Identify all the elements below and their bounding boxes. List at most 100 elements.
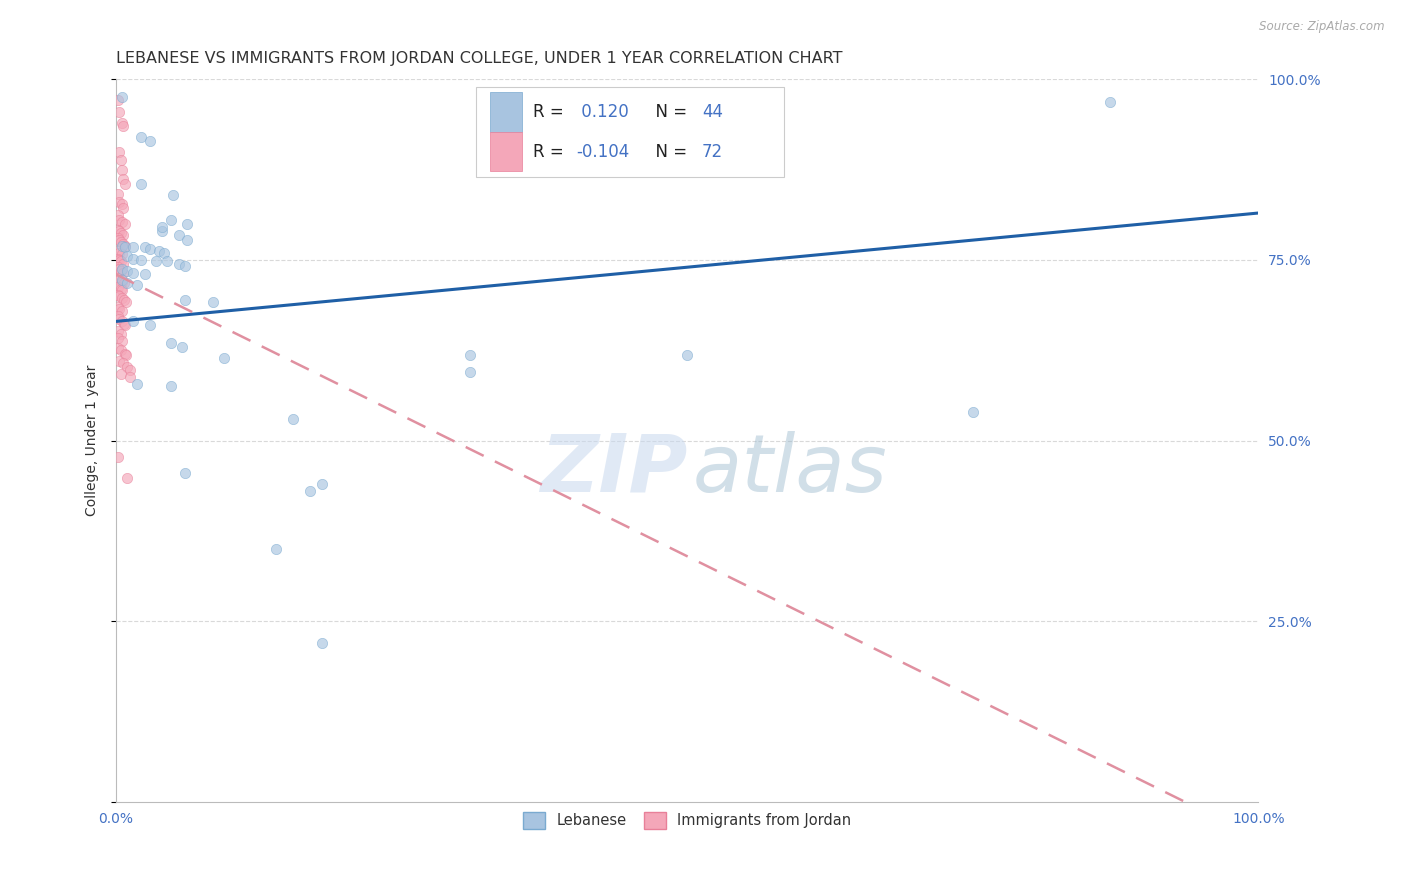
Text: 44: 44: [702, 103, 723, 120]
Text: R =: R =: [533, 143, 569, 161]
Point: [107, 186, 129, 201]
Point: [108, 354, 131, 368]
Point: [214, 351, 236, 365]
Point: [134, 268, 156, 282]
Point: [112, 317, 135, 331]
Point: [129, 130, 152, 145]
Point: [107, 208, 129, 222]
Point: [1098, 95, 1121, 110]
Point: [112, 293, 135, 307]
Point: [111, 355, 134, 369]
Text: R =: R =: [533, 103, 569, 120]
Point: [107, 244, 129, 259]
Point: [107, 450, 129, 464]
Text: LEBANESE VS IMMIGRANTS FROM JORDAN COLLEGE, UNDER 1 YEAR CORRELATION CHART: LEBANESE VS IMMIGRANTS FROM JORDAN COLLE…: [115, 51, 842, 66]
Point: [107, 222, 129, 236]
Point: [173, 293, 195, 307]
Point: [111, 291, 134, 305]
Point: [111, 162, 134, 177]
Point: [107, 280, 129, 294]
Point: [111, 90, 134, 104]
Point: [114, 177, 136, 191]
Point: [159, 336, 181, 351]
Point: [156, 254, 179, 268]
Point: [159, 213, 181, 227]
Point: [110, 254, 132, 268]
Point: [299, 484, 322, 499]
Point: [117, 249, 139, 263]
Point: [118, 363, 141, 377]
Point: [108, 312, 131, 326]
Bar: [489, 92, 522, 132]
Text: 72: 72: [702, 143, 723, 161]
Legend: Lebanese, Immigrants from Jordan: Lebanese, Immigrants from Jordan: [517, 805, 858, 834]
Point: [111, 266, 134, 280]
Point: [111, 261, 134, 276]
Point: [122, 314, 145, 328]
Point: [148, 244, 170, 259]
Point: [107, 252, 129, 266]
Point: [129, 177, 152, 191]
Point: [110, 282, 132, 296]
Point: [108, 261, 131, 276]
Point: [108, 213, 131, 227]
Point: [311, 636, 333, 650]
Point: [108, 245, 131, 260]
Point: [108, 195, 131, 210]
Point: [115, 348, 138, 362]
Point: [117, 264, 139, 278]
Point: [108, 252, 131, 267]
Point: [107, 331, 129, 345]
Point: [107, 287, 129, 301]
Point: [139, 242, 162, 256]
Point: [108, 302, 131, 317]
Point: [176, 217, 198, 231]
Point: [108, 273, 131, 287]
Point: [107, 260, 129, 275]
Bar: [489, 132, 522, 171]
Point: [122, 266, 145, 280]
Point: [111, 120, 134, 134]
Point: [107, 271, 129, 285]
Point: [150, 224, 173, 238]
Point: [110, 264, 132, 278]
Point: [108, 289, 131, 303]
Point: [676, 348, 699, 362]
Point: [115, 294, 138, 309]
Point: [110, 367, 132, 381]
Point: [145, 254, 167, 268]
Point: [111, 275, 134, 289]
Point: [117, 359, 139, 374]
Point: [108, 104, 131, 119]
Point: [111, 273, 134, 287]
Text: atlas: atlas: [693, 431, 887, 508]
Point: [125, 377, 148, 392]
Point: [108, 224, 131, 238]
Point: [108, 145, 131, 159]
Text: N =: N =: [645, 103, 692, 120]
Text: N =: N =: [645, 143, 692, 161]
Point: [172, 340, 194, 354]
Point: [110, 235, 132, 249]
Point: [110, 226, 132, 240]
FancyBboxPatch shape: [475, 87, 785, 177]
Point: [111, 314, 134, 328]
Text: 0.120: 0.120: [576, 103, 628, 120]
Point: [139, 134, 162, 148]
Point: [110, 326, 132, 341]
Point: [176, 233, 198, 247]
Point: [107, 324, 129, 338]
Point: [107, 231, 129, 245]
Point: [114, 240, 136, 254]
Point: [107, 310, 129, 324]
Text: -0.104: -0.104: [576, 143, 630, 161]
Point: [125, 278, 148, 293]
Point: [112, 276, 135, 290]
Point: [264, 541, 287, 556]
Y-axis label: College, Under 1 year: College, Under 1 year: [86, 365, 100, 516]
Point: [107, 93, 129, 107]
Point: [117, 471, 139, 485]
Point: [173, 466, 195, 480]
Point: [311, 477, 333, 491]
Point: [111, 201, 134, 215]
